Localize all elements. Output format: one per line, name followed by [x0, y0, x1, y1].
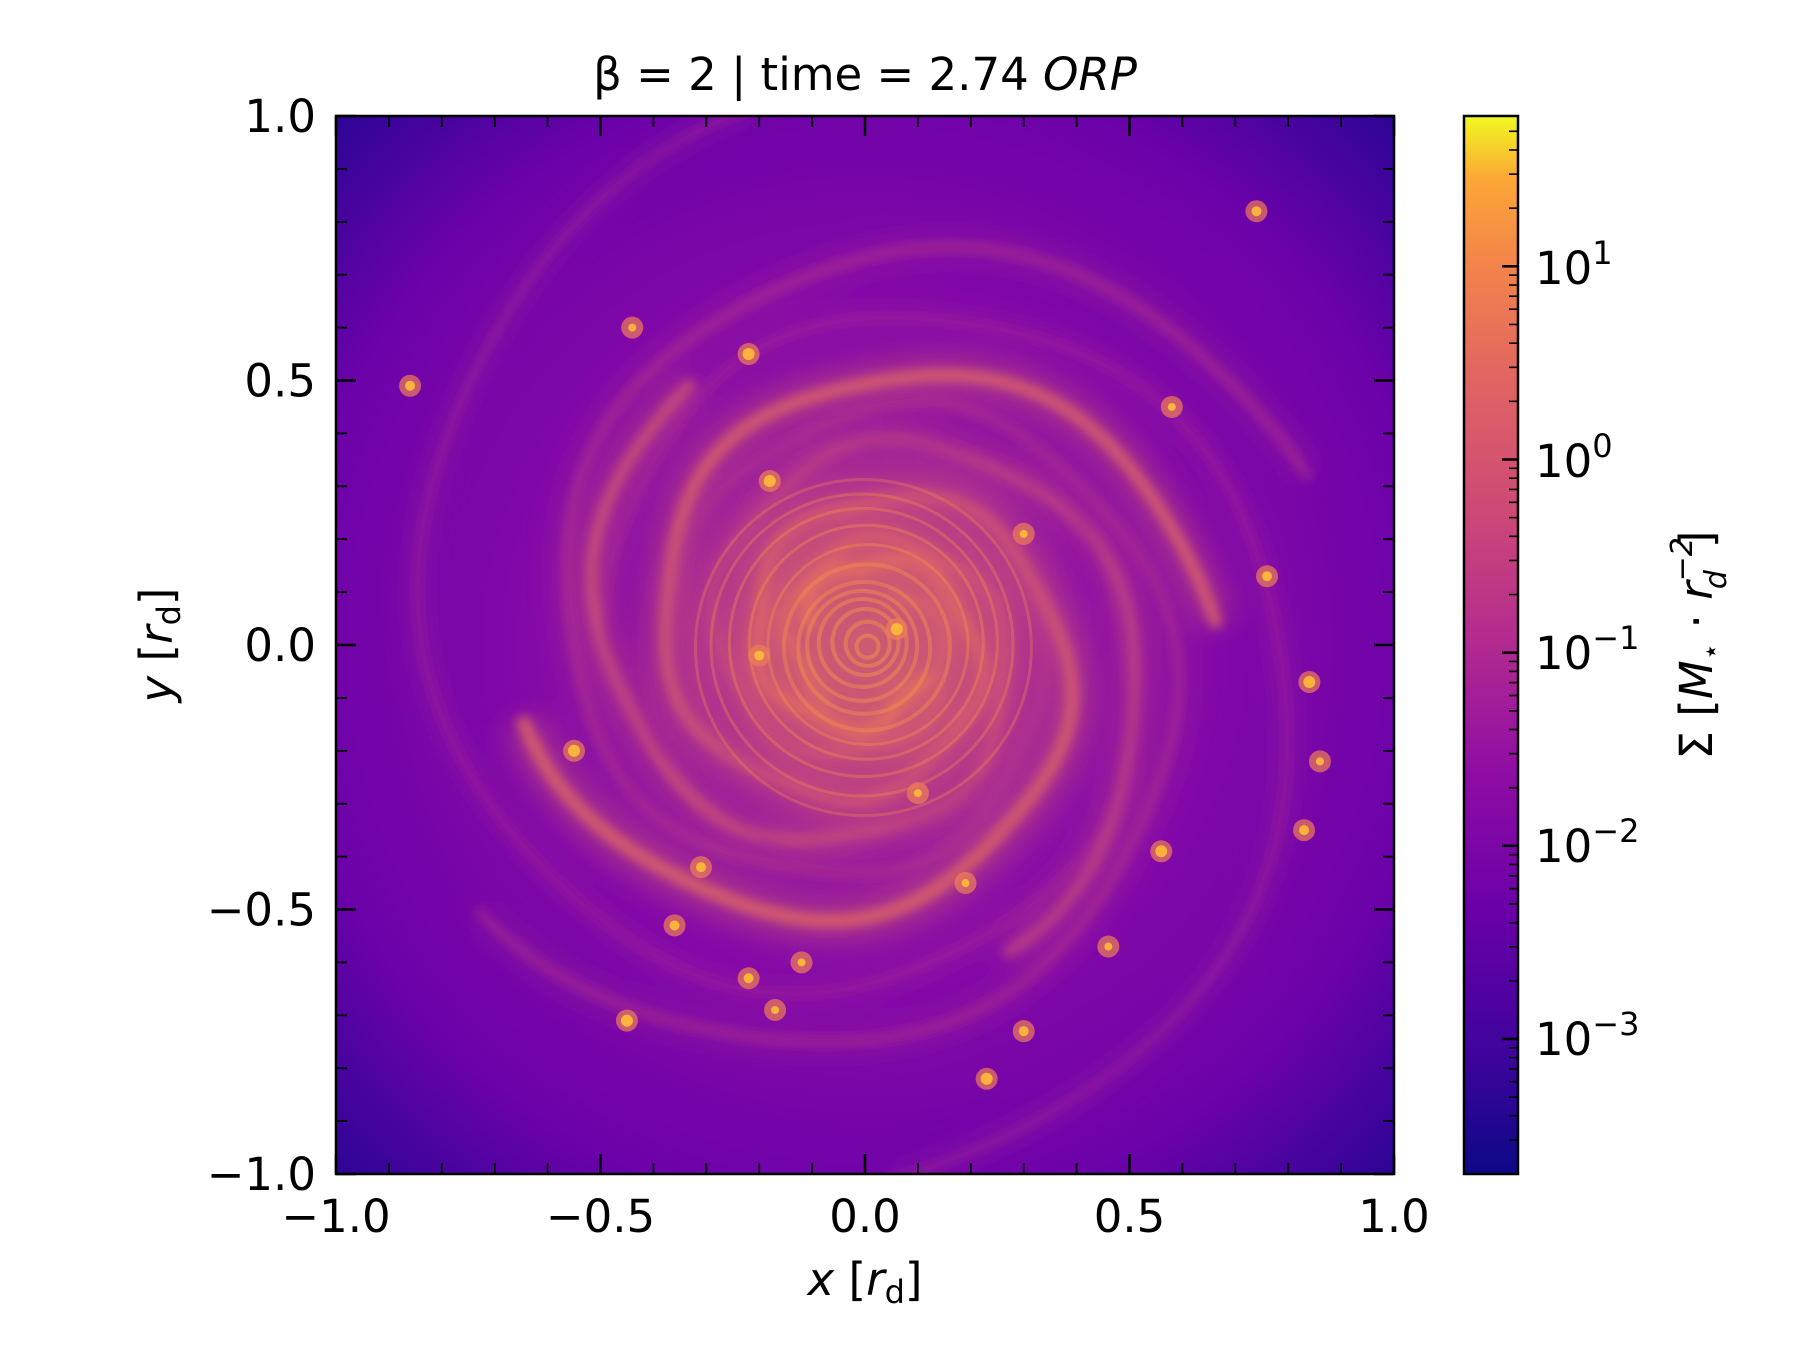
clump: [797, 958, 806, 967]
core-ring: [816, 597, 909, 690]
clump: [1167, 402, 1176, 411]
x-axis-bracket-close: ]: [905, 1253, 923, 1306]
x-axis-unit-sub: d: [885, 1273, 905, 1311]
clump: [1262, 571, 1273, 582]
colorbar-tick-label: 10−1: [1535, 619, 1639, 680]
density-clumps: [399, 200, 1331, 1090]
clump: [568, 744, 581, 757]
x-tick-label: −0.5: [546, 1190, 655, 1243]
clump: [771, 1006, 780, 1015]
clump: [961, 879, 970, 888]
core-ring: [796, 579, 933, 716]
core-rings: [693, 478, 1033, 818]
x-tick-label: 1.0: [1358, 1190, 1430, 1243]
core-ring: [830, 607, 901, 678]
clump: [628, 323, 637, 332]
y-axis-unit: r: [130, 623, 183, 644]
y-tick-label: 1.0: [244, 90, 316, 143]
core-ring: [766, 543, 970, 747]
y-tick-label: 0.0: [244, 619, 316, 672]
clump: [754, 650, 765, 661]
x-axis-unit: r: [866, 1253, 887, 1306]
core-ring: [709, 492, 1015, 798]
y-axis-label: y [rd]: [130, 588, 188, 705]
clump: [1303, 676, 1316, 689]
clump: [696, 862, 707, 873]
clump: [669, 920, 680, 931]
y-axis-unit-sub: d: [150, 605, 188, 625]
core-ring: [805, 588, 920, 703]
clump: [913, 789, 922, 798]
y-axis-var: y: [130, 674, 183, 704]
x-tick-label: 0.5: [1094, 1190, 1166, 1243]
x-tick-label: −1.0: [281, 1190, 390, 1243]
core-ring: [843, 619, 892, 668]
core-ring: [747, 523, 985, 761]
clump: [1018, 1026, 1029, 1037]
clump: [980, 1072, 993, 1085]
chart-title: β = 2 | time = 2.74 ORP: [593, 48, 1138, 101]
clump: [890, 623, 903, 636]
clump: [742, 348, 755, 361]
x-tick-labels: −1.0 −0.5 0.0 0.5 1.0: [281, 1190, 1429, 1243]
density-heatmap: [336, 116, 1394, 1174]
clump: [1299, 825, 1310, 836]
colorbar-tick-label: 100: [1535, 427, 1613, 488]
colorbar-label: Σ [M⋆ · r−2d]: [1665, 531, 1734, 760]
chart-title-unit: ORP: [1043, 48, 1138, 101]
clump: [1251, 206, 1262, 217]
colorbar: 10−3 10−2 10−1 100 101 Σ [M⋆ · r−2d]: [1462, 114, 1734, 1176]
core-ring: [693, 478, 1033, 818]
clump: [1315, 757, 1324, 766]
clump: [1019, 529, 1028, 538]
y-axis-bracket-close: ]: [130, 588, 183, 606]
colorbar-tick-label: 10−2: [1535, 812, 1639, 873]
colorbar-tick-labels: 10−3 10−2 10−1 100 101: [1535, 234, 1639, 1066]
colorbar-gradient: [1462, 114, 1520, 1176]
y-axis-bracket-open: [: [130, 644, 183, 676]
clump: [620, 1014, 633, 1027]
clump: [1155, 845, 1168, 858]
x-tick-label: 0.0: [829, 1190, 901, 1243]
clump: [763, 475, 776, 488]
clump: [1104, 942, 1113, 951]
chart-title-prefix: β = 2 | time = 2.74: [593, 48, 1043, 101]
y-tick-label: 0.5: [244, 355, 316, 408]
y-tick-label: −0.5: [207, 884, 316, 937]
y-tick-label: −1.0: [207, 1148, 316, 1201]
clump: [743, 973, 754, 984]
core-ring: [854, 633, 881, 660]
colorbar-tick-label: 101: [1535, 234, 1613, 295]
y-tick-labels: −1.0 −0.5 0.0 0.5 1.0: [207, 90, 316, 1201]
x-axis-label: x [rd]: [806, 1253, 923, 1311]
core-ring: [727, 506, 999, 778]
x-axis-bracket-open: [: [834, 1253, 866, 1306]
x-axis-var: x: [806, 1253, 835, 1306]
axis-ticks: [334, 114, 1396, 1176]
colorbar-tick-label: 10−3: [1535, 1005, 1639, 1066]
colorbar-ticks: [1502, 115, 1518, 1175]
clump: [405, 380, 416, 391]
core-ring: [781, 562, 952, 733]
